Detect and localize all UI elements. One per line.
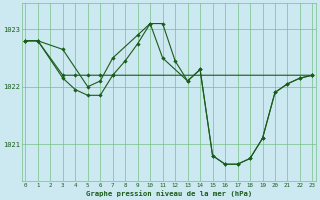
X-axis label: Graphe pression niveau de la mer (hPa): Graphe pression niveau de la mer (hPa): [86, 190, 252, 197]
